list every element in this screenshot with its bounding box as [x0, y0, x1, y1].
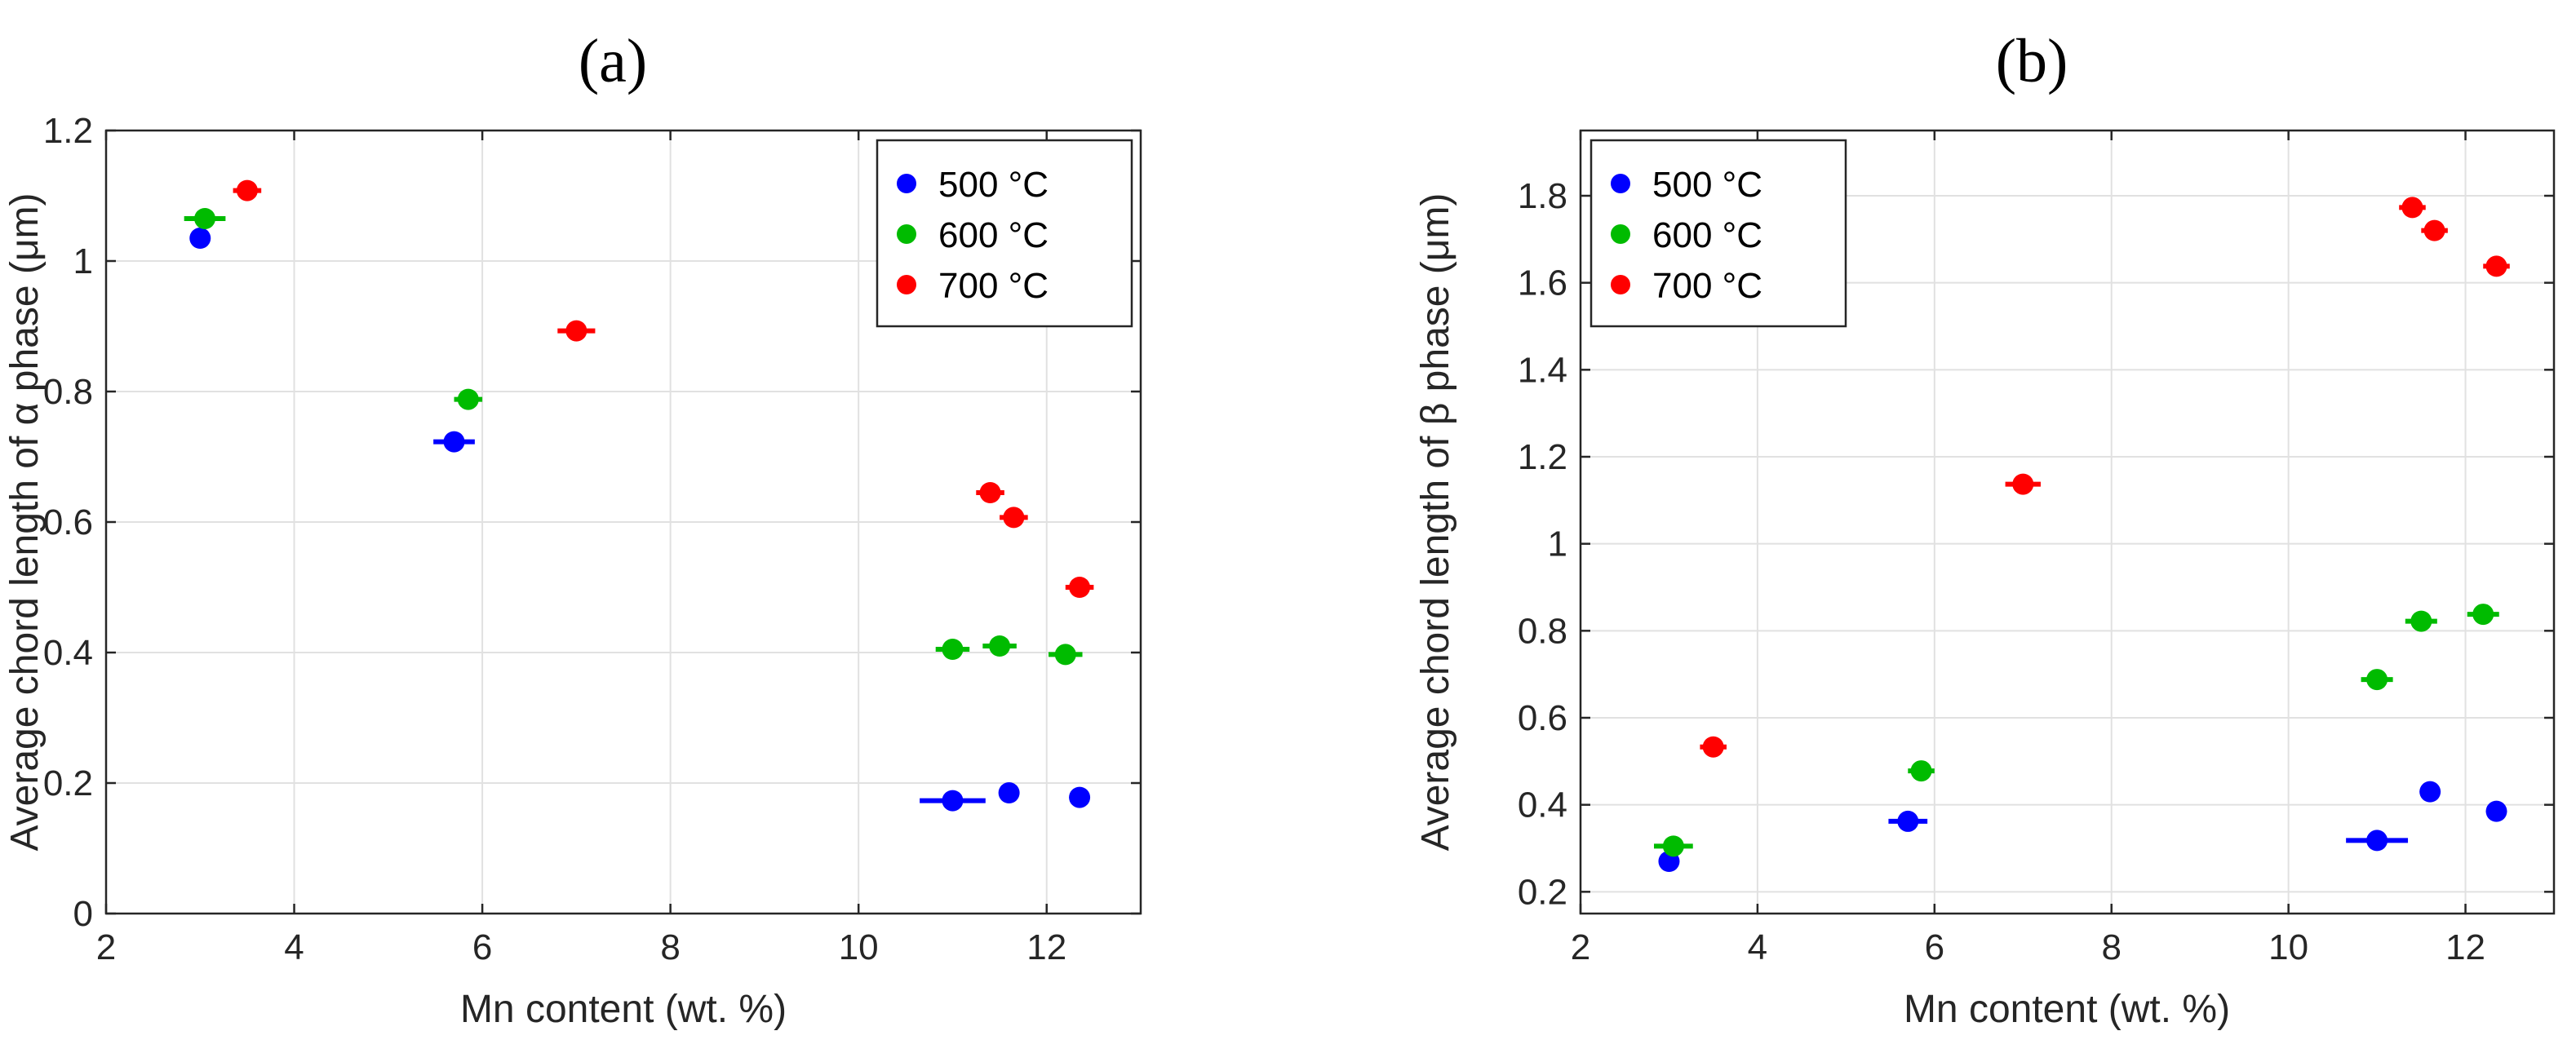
data-point [236, 179, 258, 201]
data-point [942, 639, 964, 660]
chart-panel-a: (a) 2 4 6 8 10 12 0 0.2 0.4 0.6 0.8 1 1.2 Mn content… [3, 27, 1142, 1031]
legend-label: 600 °C [1652, 215, 1762, 255]
legend-label: 500 °C [938, 165, 1049, 205]
series-600C [1654, 604, 2499, 857]
x-tick-label: 6 [472, 927, 492, 967]
legend-entry: 500 °C [1611, 165, 1762, 205]
legend-marker [1611, 275, 1630, 294]
legend-marker [1611, 174, 1630, 193]
ticks-b: 2 4 6 8 10 12 0.2 0.4 0.6 0.8 1 1.2 1.4 1.6 1.8 [1518, 131, 2554, 967]
x-tick-label: 2 [96, 927, 116, 967]
data-point [2366, 830, 2388, 852]
legend-marker [1611, 224, 1630, 244]
x-tick-label: 4 [1748, 927, 1767, 967]
legend-box-b [1589, 139, 1847, 328]
chart-panel-b: (b) 2 4 6 8 10 12 0.2 0.4 0.6 0.8 1 1.2 1.4 1.6 1.8 Mn… [1414, 27, 2556, 1031]
legend-box-a [876, 139, 1133, 328]
chart-title-b: (b) [1996, 27, 2068, 95]
y-tick-label: 0.6 [43, 502, 93, 542]
data-point [2401, 197, 2423, 219]
legend-label: 700 °C [1652, 266, 1762, 306]
y-tick-label: 1.6 [1518, 263, 1567, 303]
y-tick-label: 0 [73, 894, 93, 934]
y-tick-label: 1 [73, 241, 93, 281]
data-point [189, 228, 211, 249]
series-500C [1658, 781, 2507, 872]
series-700C [1700, 197, 2510, 758]
data-point [989, 635, 1011, 657]
data-point [1054, 644, 1076, 666]
legend-entry: 500 °C [897, 165, 1049, 205]
data-point [942, 790, 964, 812]
y-axis-label-a: Average chord length of α phase (μm) [3, 193, 47, 852]
x-tick-label: 8 [2101, 927, 2121, 967]
data-point [1069, 786, 1091, 808]
series-600C [184, 208, 1083, 666]
y-tick-label: 1.8 [1518, 176, 1567, 216]
y-tick-label: 1.2 [1518, 437, 1567, 477]
x-tick-label: 12 [1026, 927, 1066, 967]
x-axis-label-b: Mn content (wt. %) [1904, 988, 2230, 1031]
data-point [979, 482, 1001, 503]
x-tick-label: 6 [1925, 927, 1944, 967]
data-point [194, 208, 216, 229]
y-tick-label: 1.2 [43, 111, 93, 151]
legend-entry: 700 °C [1611, 266, 1762, 306]
data-point [1897, 810, 1919, 832]
data-point [2423, 219, 2445, 241]
series-500C [189, 228, 1091, 812]
legend-b: 500 °C 600 °C 700 °C [1589, 139, 1847, 328]
data-point [2410, 610, 2432, 632]
data-point [998, 782, 1020, 803]
x-tick-label: 10 [839, 927, 879, 967]
y-tick-label: 0.8 [43, 372, 93, 412]
data-point [2419, 781, 2441, 803]
plot-area-b [1579, 129, 2556, 915]
y-tick-label: 1.4 [1518, 350, 1567, 390]
y-tick-label: 0.8 [1518, 611, 1567, 651]
data-point [2472, 604, 2494, 626]
marks-b [1654, 197, 2510, 872]
data-point [2366, 669, 2388, 691]
ticks-a: 2 4 6 8 10 12 0 0.2 0.4 0.6 0.8 1 1.2 [43, 111, 1141, 967]
data-point [1003, 507, 1025, 529]
y-axis-label-b: Average chord length of β phase (μm) [1414, 193, 1457, 852]
legend-label: 700 °C [938, 266, 1049, 306]
legend-marker [897, 275, 916, 294]
y-tick-label: 0.6 [1518, 698, 1567, 738]
data-point [1702, 736, 1724, 758]
data-point [2012, 473, 2034, 495]
y-tick-label: 0.4 [1518, 785, 1567, 825]
legend-entry: 700 °C [897, 266, 1049, 306]
data-point [443, 431, 465, 453]
data-point [565, 320, 587, 342]
legend-a: 500 °C 600 °C 700 °C [876, 139, 1133, 328]
series-700C [233, 179, 1094, 598]
marks-a [184, 179, 1094, 812]
y-tick-label: 0.4 [43, 633, 93, 673]
y-tick-label: 1 [1548, 524, 1567, 564]
legend-entry: 600 °C [1611, 215, 1762, 255]
legend-marker [897, 174, 916, 193]
x-tick-label: 2 [1571, 927, 1590, 967]
x-tick-label: 12 [2445, 927, 2485, 967]
data-point [457, 388, 479, 410]
legend-label: 500 °C [1652, 165, 1762, 205]
x-tick-label: 8 [660, 927, 680, 967]
data-point [2485, 800, 2507, 822]
data-point [1910, 760, 1932, 782]
x-axis-label-a: Mn content (wt. %) [460, 988, 787, 1031]
x-tick-label: 4 [284, 927, 304, 967]
data-point [1069, 577, 1091, 598]
legend-entry: 600 °C [897, 215, 1049, 255]
legend-label: 600 °C [938, 215, 1049, 255]
y-tick-label: 0.2 [1518, 872, 1567, 912]
legend-marker [897, 224, 916, 244]
data-point [2485, 255, 2507, 277]
data-point [1662, 835, 1684, 857]
chart-title-a: (a) [579, 27, 647, 95]
y-tick-label: 0.2 [43, 763, 93, 803]
x-tick-label: 10 [2268, 927, 2308, 967]
